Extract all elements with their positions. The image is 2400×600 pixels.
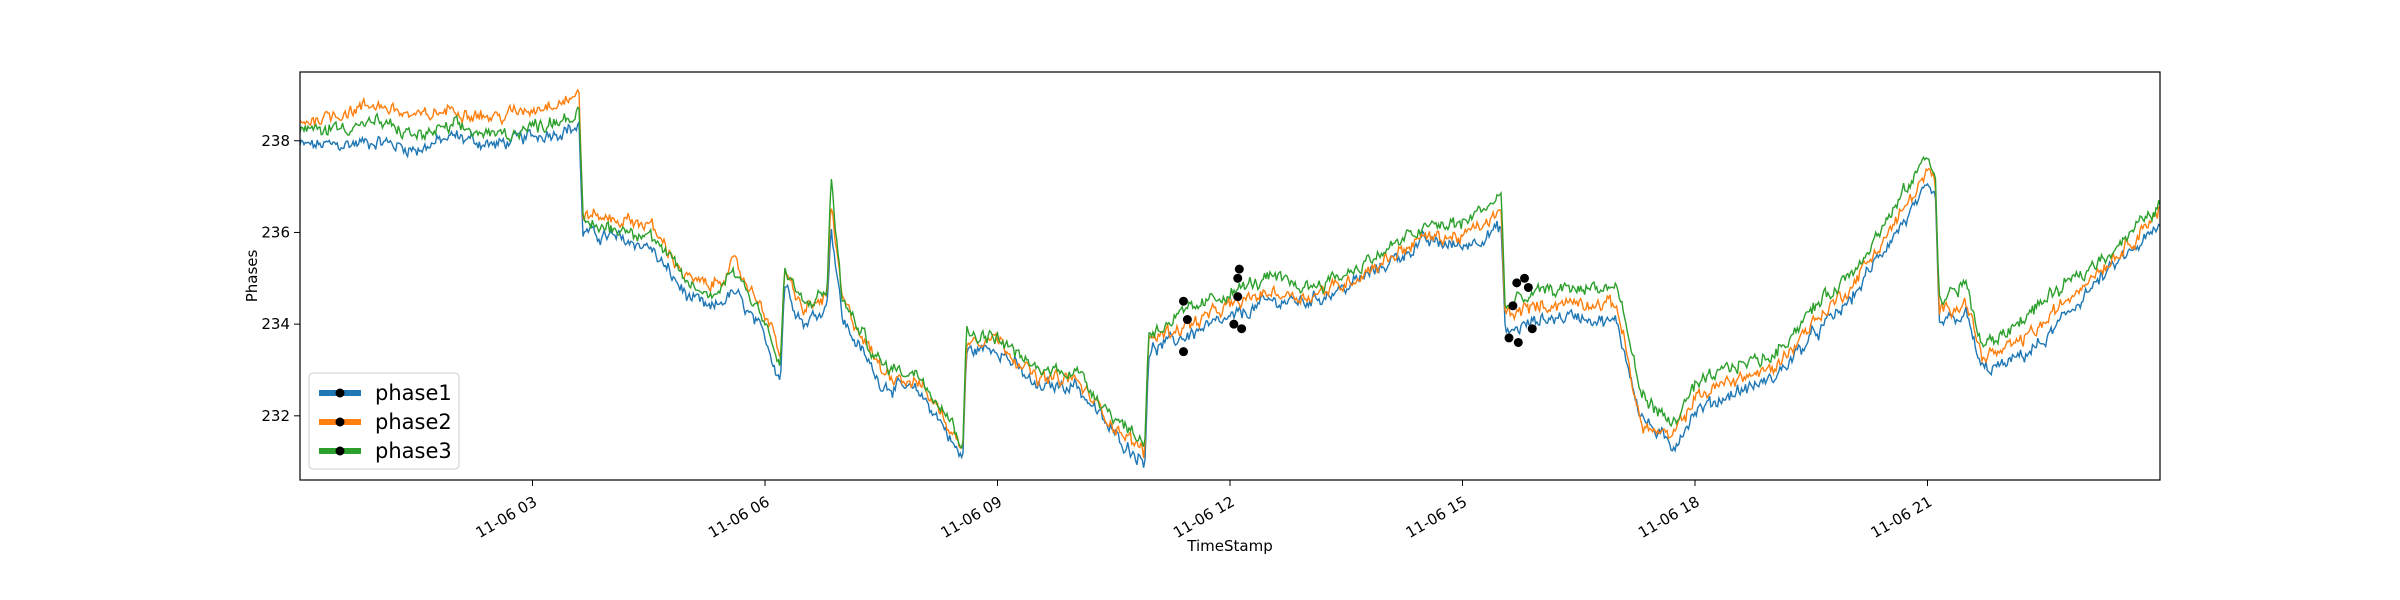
series-line-phase3 (299, 106, 2161, 450)
legend-label-phase3: phase3 (375, 439, 452, 463)
x-tick-label-1: 11-06 06 (705, 493, 772, 542)
series-layer (299, 88, 2161, 468)
legend-marker-phase3 (335, 446, 345, 456)
y-axis-ticks: 232 234 236 238 (261, 132, 300, 425)
legend-label-phase2: phase2 (375, 410, 452, 434)
x-tick-label-5: 11-06 18 (1635, 493, 1702, 542)
data-marker-3 (1229, 319, 1239, 329)
data-marker-12 (1520, 273, 1529, 283)
legend: phase1 phase2 phase3 (308, 372, 460, 470)
x-axis-label: TimeStamp (1186, 537, 1272, 555)
x-tick-label-0: 11-06 03 (473, 493, 540, 542)
data-marker-0 (1179, 347, 1188, 357)
x-tick-label-2: 11-06 09 (938, 493, 1005, 542)
legend-marker-phase1 (335, 388, 345, 398)
data-marker-8 (1504, 333, 1514, 343)
data-marker-1 (1179, 296, 1188, 306)
data-marker-5 (1233, 273, 1243, 283)
series-line-phase2 (299, 88, 2161, 459)
data-marker-2 (1182, 315, 1192, 325)
legend-label-phase1: phase1 (375, 381, 452, 405)
legend-marker-phase2 (335, 417, 345, 427)
y-tick-label-1: 234 (261, 315, 290, 333)
x-tick-label-4: 11-06 15 (1403, 493, 1470, 542)
data-marker-11 (1513, 337, 1523, 347)
data-marker-7 (1237, 324, 1247, 334)
x-tick-label-6: 11-06 21 (1868, 493, 1935, 542)
data-marker-10 (1512, 278, 1522, 288)
data-marker-6 (1234, 264, 1244, 274)
y-tick-label-0: 232 (261, 407, 290, 425)
series-line-phase1 (299, 121, 2161, 468)
x-tick-label-3: 11-06 12 (1170, 493, 1237, 542)
data-marker-14 (1527, 324, 1537, 334)
marker-layer (1179, 264, 1537, 357)
y-axis-label: Phases (243, 250, 261, 303)
y-tick-label-2: 236 (261, 223, 290, 241)
y-tick-label-3: 238 (261, 132, 290, 150)
x-axis-ticks: 11-06 03 11-06 06 11-06 09 11-06 12 11-06 15… (473, 480, 1935, 542)
data-marker-4 (1233, 292, 1243, 302)
data-marker-13 (1523, 282, 1533, 292)
data-marker-9 (1508, 301, 1518, 311)
legend-box (308, 372, 460, 470)
